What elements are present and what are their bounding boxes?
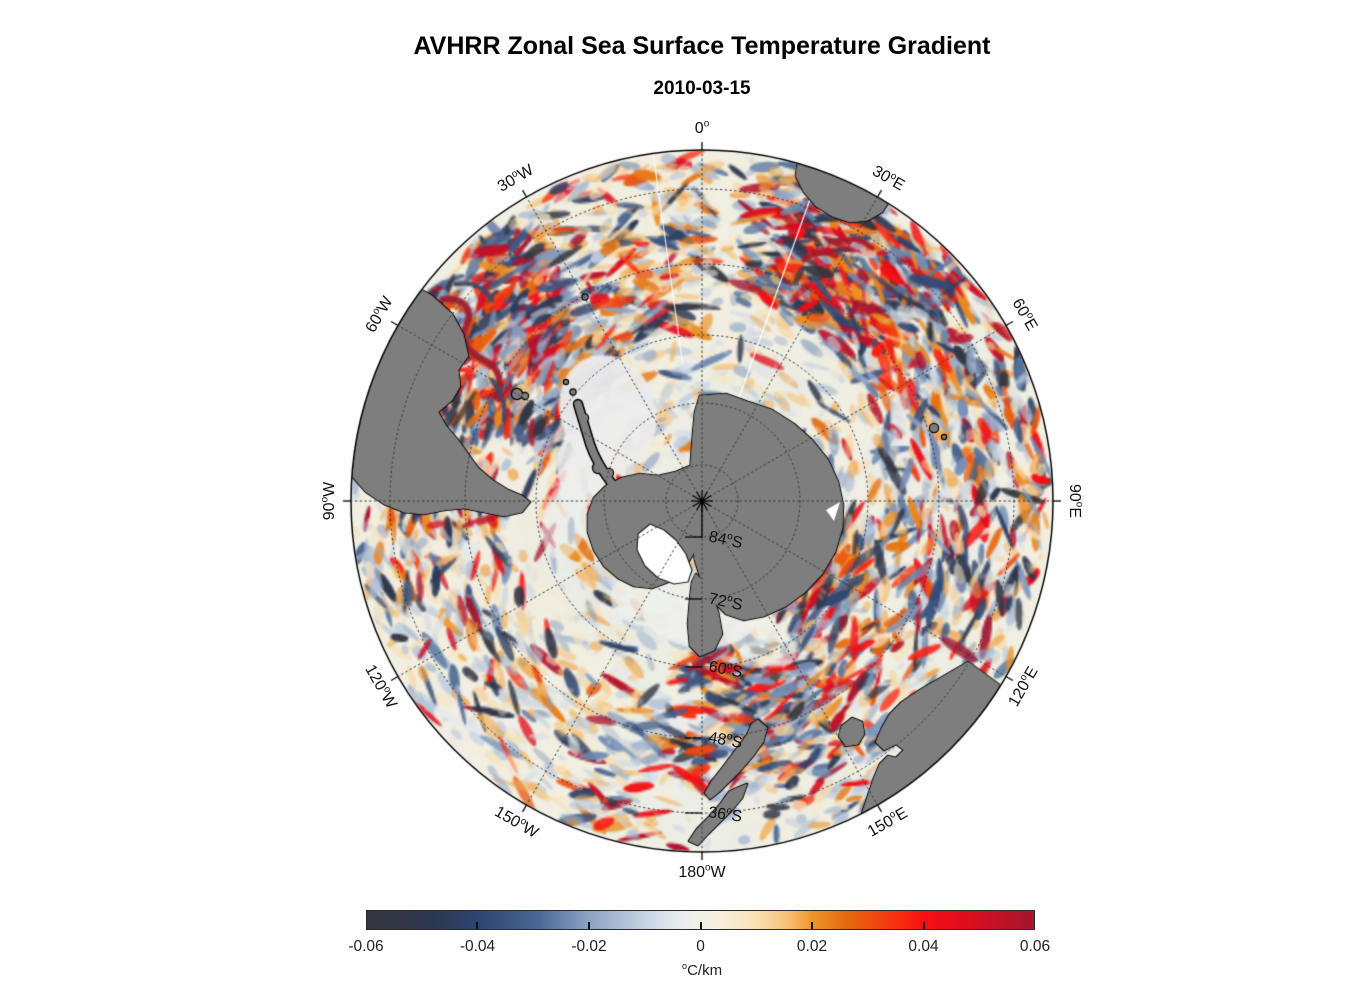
label-value: 180 [678, 864, 706, 881]
colorbar [366, 910, 1035, 930]
label-value: 36 [707, 804, 728, 824]
colorbar-gradient [366, 910, 1035, 930]
label-suffix: W [321, 481, 338, 497]
label-suffix: C/km [687, 962, 723, 979]
colorbar-tick-label: -0.06 [348, 938, 384, 955]
colorbar-inner-tick [476, 922, 479, 929]
colorbar-tick-label: 0.06 [1019, 938, 1051, 955]
label-value: 90 [1066, 484, 1083, 502]
colorbar-tick-label: 0.02 [796, 938, 828, 955]
colorbar-inner-tick [922, 922, 925, 929]
label-value: 0 [694, 120, 704, 137]
meridian-label-180W: 180oW [678, 862, 726, 882]
colorbar-inner-tick [699, 922, 702, 929]
label-value: 90 [321, 502, 338, 521]
degree-superscript: o [319, 496, 331, 503]
colorbar-inner-tick [810, 922, 813, 929]
meridian-label-0: 0o [694, 118, 710, 138]
degree-superscript: o [703, 118, 710, 130]
meridian-label-90E: 90oE [1065, 484, 1084, 518]
colorbar-tick-label: -0.02 [571, 938, 607, 955]
degree-superscript: o [705, 862, 711, 874]
label-suffix: E [1066, 507, 1083, 518]
meridian-label-90W: 90oW [319, 481, 339, 521]
label-value: 48 [707, 729, 728, 750]
colorbar-unit-label: oC/km [681, 961, 723, 979]
colorbar-inner-tick [587, 922, 590, 929]
colorbar-tick-label: 0.04 [908, 938, 939, 955]
label-suffix: W [710, 864, 726, 881]
label-value: 84 [707, 528, 729, 549]
label-value: 72 [707, 590, 729, 611]
degree-superscript: o [681, 961, 688, 971]
colorbar-tick-label: 0 [696, 938, 705, 955]
label-value: 60 [707, 658, 728, 679]
colorbar-tick-label: -0.04 [459, 938, 496, 955]
